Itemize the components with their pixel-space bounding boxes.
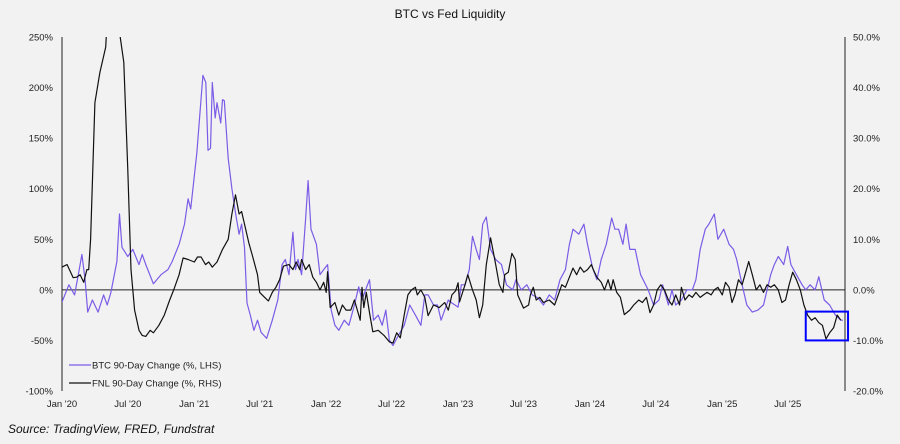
btc-series-line <box>62 74 843 347</box>
x-tick-label: Jan '21 <box>179 399 209 410</box>
x-tick-label: Jan '24 <box>575 399 605 410</box>
x-tick-label: Jan '20 <box>47 399 77 410</box>
highlight-box <box>804 310 850 342</box>
left-tick-label: -50% <box>31 336 54 347</box>
left-tick-label: 50% <box>34 235 54 246</box>
left-tick-label: 150% <box>29 134 54 145</box>
legend-label: FNL 90-Day Change (%, RHS) <box>92 379 222 390</box>
left-tick-label: 200% <box>29 83 54 94</box>
source-note: Source: TradingView, FRED, Fundstrat <box>8 422 215 436</box>
right-tick-label: 20.0% <box>853 184 880 195</box>
x-tick-label: Jul '20 <box>114 399 141 410</box>
x-tick-label: Jul '25 <box>774 399 801 410</box>
left-tick-label: 0% <box>39 285 53 296</box>
right-tick-label: 50.0% <box>853 33 880 44</box>
chart-title: BTC vs Fed Liquidity <box>394 7 506 21</box>
x-tick-label: Jul '23 <box>510 399 537 410</box>
x-tick-label: Jul '21 <box>246 399 273 410</box>
left-tick-label: -100% <box>26 387 54 398</box>
left-tick-label: 100% <box>29 184 54 195</box>
x-tick-label: Jul '24 <box>642 399 669 410</box>
right-tick-label: 0.0% <box>853 285 875 296</box>
right-tick-label: 40.0% <box>853 83 880 94</box>
x-tick-label: Jan '25 <box>707 399 737 410</box>
x-tick-label: Jan '22 <box>311 399 341 410</box>
fnl-series-line <box>62 37 842 344</box>
right-tick-label: -10.0% <box>853 336 884 347</box>
legend-label: BTC 90-Day Change (%, LHS) <box>92 361 221 372</box>
right-tick-label: -20.0% <box>853 387 884 398</box>
right-tick-label: 30.0% <box>853 134 880 145</box>
x-tick-label: Jan '23 <box>443 399 473 410</box>
right-tick-label: 10.0% <box>853 235 880 246</box>
left-tick-label: 250% <box>29 33 54 44</box>
x-tick-label: Jul '22 <box>378 399 405 410</box>
